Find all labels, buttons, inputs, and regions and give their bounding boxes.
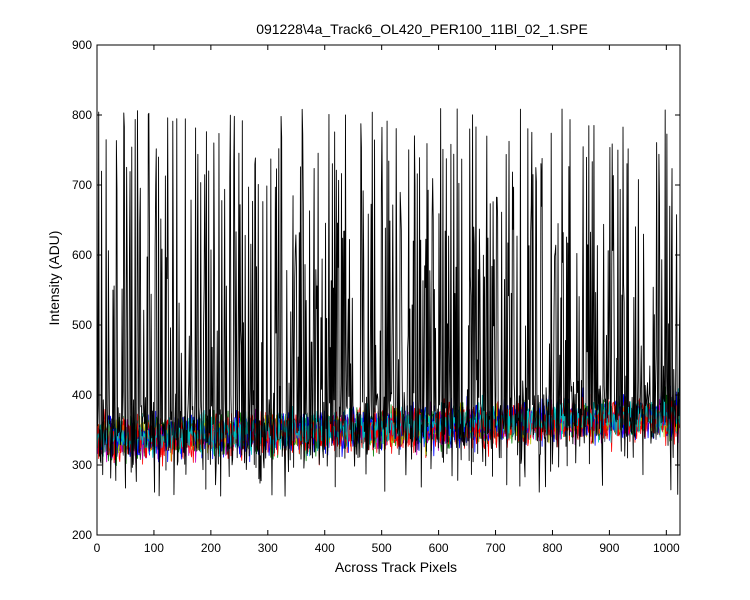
x-axis: 0 100 200 300 400 500 600 700 800 900 1000	[94, 45, 680, 555]
plot-frame	[96, 44, 681, 536]
y-tick-label: 500	[72, 318, 92, 332]
x-tick-label: 200	[201, 541, 221, 555]
x-tick-label: 500	[372, 541, 392, 555]
x-tick-label: 800	[542, 541, 562, 555]
x-axis-title: Across Track Pixels	[335, 559, 457, 575]
series-line-11	[96, 108, 681, 497]
x-tick-label: 900	[599, 541, 619, 555]
x-tick-label: 0	[94, 541, 101, 555]
y-tick-label: 700	[72, 178, 92, 192]
series-line-10	[96, 388, 681, 457]
x-tick-label: 100	[144, 541, 164, 555]
y-tick-label: 300	[72, 458, 92, 472]
x-tick-label: 600	[429, 541, 449, 555]
y-tick-label: 600	[72, 248, 92, 262]
y-tick-label: 900	[72, 38, 92, 52]
y-axis-title: Intensity (ADU)	[46, 231, 62, 326]
x-tick-label: 700	[486, 541, 506, 555]
x-tick-label: 1000	[653, 541, 680, 555]
y-tick-label: 400	[72, 388, 92, 402]
x-tick-label: 300	[258, 541, 278, 555]
x-tick-label: 400	[315, 541, 335, 555]
series-layer	[96, 108, 681, 497]
chart-title: 091228\4a_Track6_OL420_PER100_11Bl_02_1.…	[256, 21, 588, 37]
y-tick-label: 800	[72, 108, 92, 122]
y-axis: 200 300 400 500 600 700 800 900	[72, 38, 680, 542]
y-tick-label: 200	[72, 528, 92, 542]
